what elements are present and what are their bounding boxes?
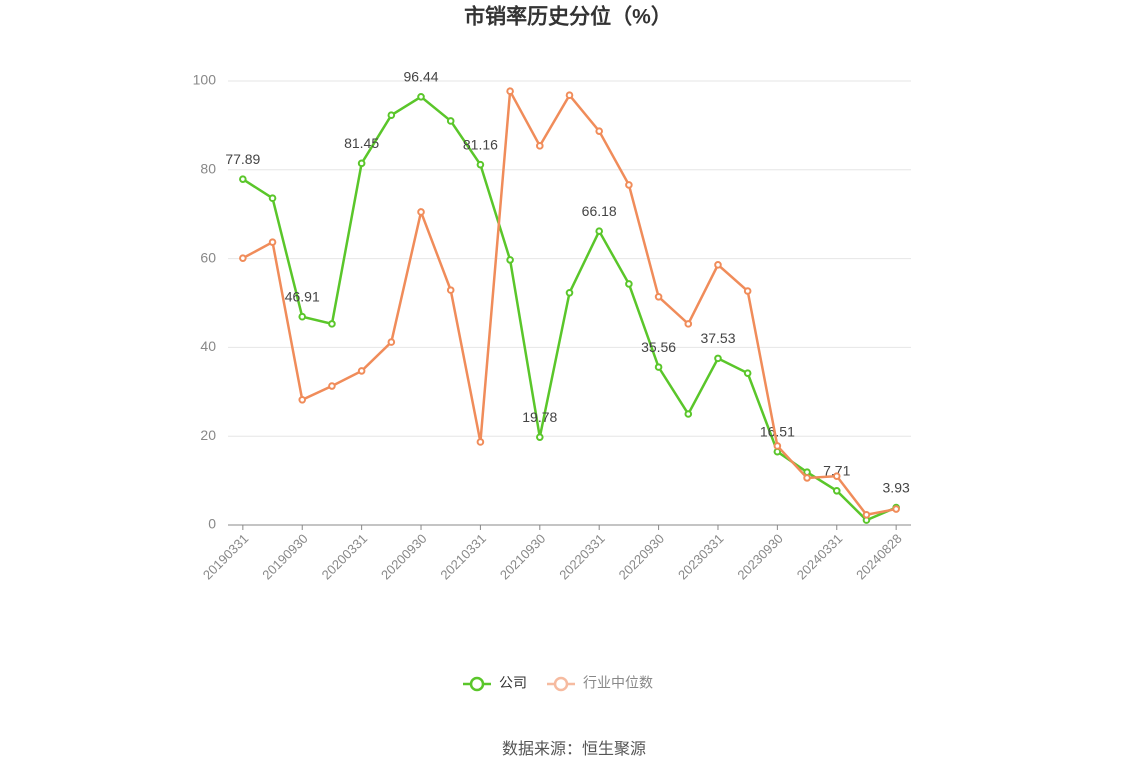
legend-label: 公司 — [499, 675, 527, 691]
data-label: 16.51 — [760, 423, 795, 439]
data-point — [595, 227, 603, 235]
x-tick-label: 20230930 — [734, 531, 786, 583]
data-label: 96.44 — [403, 69, 438, 85]
x-tick-label: 20240828 — [853, 531, 905, 583]
chart-title: 市销率历史分位（%） — [464, 5, 672, 29]
data-point — [476, 160, 485, 169]
data-label: 46.91 — [285, 288, 320, 304]
data-point — [654, 363, 663, 371]
data-label: 19.78 — [522, 409, 557, 425]
data-point — [476, 438, 485, 446]
x-tick-label: 20190930 — [259, 531, 311, 583]
data-point — [506, 87, 514, 96]
data-point — [743, 287, 752, 295]
data-point — [862, 510, 871, 519]
data-point — [595, 127, 603, 135]
y-tick-label: 40 — [200, 338, 216, 354]
data-label: 3.93 — [883, 479, 910, 495]
data-label: 81.45 — [344, 135, 379, 151]
data-point — [684, 410, 693, 418]
data-point — [773, 442, 782, 450]
x-tick-label: 20220331 — [556, 531, 608, 583]
legend-label: 行业中位数 — [583, 675, 653, 691]
source-note: 数据来源：恒生聚源 — [502, 740, 646, 758]
data-point — [832, 486, 841, 495]
data-point — [357, 367, 366, 375]
data-point — [387, 338, 396, 346]
x-tick-label: 20240331 — [794, 531, 846, 583]
data-point — [417, 208, 425, 216]
data-point — [565, 288, 574, 297]
data-point — [714, 261, 722, 269]
data-label: 37.53 — [700, 330, 735, 346]
y-tick-label: 100 — [193, 72, 217, 88]
data-point — [239, 254, 247, 262]
data-point — [654, 292, 663, 301]
x-tick-label: 20210331 — [437, 531, 489, 583]
data-label: 77.89 — [225, 151, 260, 167]
legend-marker — [553, 676, 569, 692]
x-tick-label: 20190331 — [200, 531, 252, 583]
data-point — [446, 286, 455, 294]
series-line — [242, 86, 897, 517]
data-point — [536, 433, 544, 441]
data-point — [743, 369, 752, 377]
data-label: 66.18 — [582, 203, 617, 219]
data-point — [832, 472, 841, 480]
data-point — [328, 382, 336, 390]
y-tick-label: 60 — [200, 249, 216, 265]
data-point — [536, 142, 544, 150]
x-tick-label: 20230331 — [675, 531, 727, 583]
legend-marker — [469, 676, 485, 692]
y-tick-label: 20 — [200, 427, 216, 443]
data-point — [357, 159, 366, 168]
data-point — [268, 238, 277, 246]
x-tick-label: 20220930 — [616, 531, 668, 583]
data-label: 35.56 — [641, 339, 676, 355]
data-point — [268, 194, 277, 203]
data-point — [714, 354, 722, 363]
data-point — [625, 181, 633, 189]
data-point — [298, 395, 307, 404]
data-point — [565, 91, 574, 100]
data-point — [446, 117, 455, 125]
x-tick-label: 20200930 — [378, 531, 430, 583]
data-point — [506, 256, 514, 264]
data-point — [892, 505, 900, 513]
data-point — [328, 320, 336, 328]
data-point — [803, 474, 811, 482]
data-point — [625, 280, 633, 288]
data-point — [684, 320, 693, 328]
series-line — [242, 95, 897, 522]
y-tick-label: 80 — [200, 161, 216, 177]
data-label: 81.16 — [463, 136, 498, 152]
y-tick-label: 0 — [208, 516, 216, 532]
data-point — [387, 111, 396, 119]
data-point — [239, 175, 247, 183]
data-point — [298, 312, 307, 321]
x-tick-label: 20210930 — [497, 531, 549, 583]
data-point — [417, 93, 425, 101]
data-label: 7.71 — [823, 462, 850, 478]
x-tick-label: 20200331 — [319, 531, 371, 583]
